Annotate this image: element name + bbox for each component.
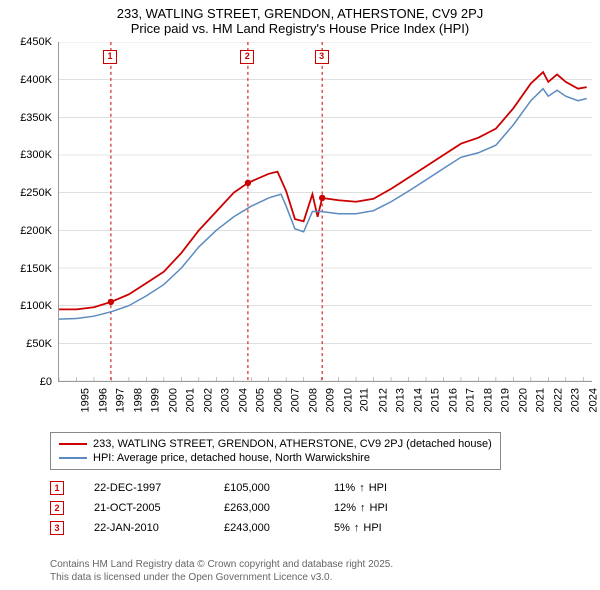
x-tick-label: 2012 — [377, 388, 389, 412]
x-tick-label: 2004 — [237, 388, 249, 412]
y-tick-label: £300K — [2, 149, 52, 161]
y-tick-label: £100K — [2, 300, 52, 312]
x-tick-label: 2005 — [255, 388, 267, 412]
y-tick-label: £250K — [2, 187, 52, 199]
chart-event-marker-1: 1 — [103, 50, 117, 64]
x-tick-label: 2006 — [272, 388, 284, 412]
x-tick-label: 2016 — [447, 388, 459, 412]
x-tick-label: 2014 — [412, 388, 424, 412]
plot-svg — [58, 42, 592, 382]
chart-event-marker-3: 3 — [315, 50, 329, 64]
event-row-1: 1 22-DEC-1997 £105,000 11% ↑ HPI — [50, 478, 414, 498]
chart-area: £0£50K£100K£150K£200K£250K£300K£350K£400… — [8, 42, 592, 422]
x-tick-label: 1995 — [79, 388, 91, 412]
arrow-up-icon: ↑ — [359, 482, 365, 494]
legend-swatch-property — [59, 443, 87, 445]
x-tick-label: 2002 — [202, 388, 214, 412]
x-tick-label: 2022 — [552, 388, 564, 412]
event-date-1: 22-DEC-1997 — [94, 482, 194, 494]
x-tick-label: 2011 — [359, 388, 371, 412]
event-price-1: £105,000 — [224, 482, 304, 494]
x-tick-label: 2003 — [220, 388, 232, 412]
y-tick-label: £450K — [2, 36, 52, 48]
event-price-3: £243,000 — [224, 522, 304, 534]
y-tick-label: £0 — [2, 376, 52, 388]
event-date-3: 22-JAN-2010 — [94, 522, 194, 534]
arrow-up-icon: ↑ — [360, 502, 366, 514]
event-hpi-3: 5% ↑ HPI — [334, 522, 414, 534]
legend-label-property: 233, WATLING STREET, GRENDON, ATHERSTONE… — [93, 438, 492, 450]
x-tick-label: 2007 — [290, 388, 302, 412]
x-tick-label: 2017 — [465, 388, 477, 412]
y-tick-label: £50K — [2, 338, 52, 350]
x-tick-label: 2019 — [500, 388, 512, 412]
y-tick-label: £400K — [2, 74, 52, 86]
x-tick-label: 2023 — [570, 388, 582, 412]
event-hpi-1: 11% ↑ HPI — [334, 482, 414, 494]
legend-row-hpi: HPI: Average price, detached house, Nort… — [59, 451, 492, 465]
footer-line1: Contains HM Land Registry data © Crown c… — [50, 558, 393, 571]
legend-row-property: 233, WATLING STREET, GRENDON, ATHERSTONE… — [59, 437, 492, 451]
event-marker-3: 3 — [50, 521, 64, 535]
x-tick-label: 1996 — [97, 388, 109, 412]
legend: 233, WATLING STREET, GRENDON, ATHERSTONE… — [50, 432, 501, 470]
x-tick-label: 2000 — [167, 388, 179, 412]
chart-titles: 233, WATLING STREET, GRENDON, ATHERSTONE… — [0, 0, 600, 36]
x-tick-label: 2020 — [517, 388, 529, 412]
y-tick-label: £350K — [2, 112, 52, 124]
event-row-3: 3 22-JAN-2010 £243,000 5% ↑ HPI — [50, 518, 414, 538]
y-tick-label: £200K — [2, 225, 52, 237]
x-tick-label: 1998 — [132, 388, 144, 412]
chart-event-marker-2: 2 — [240, 50, 254, 64]
title-main: 233, WATLING STREET, GRENDON, ATHERSTONE… — [0, 6, 600, 21]
x-tick-label: 2018 — [482, 388, 494, 412]
y-tick-label: £150K — [2, 263, 52, 275]
event-hpi-2: 12% ↑ HPI — [334, 502, 414, 514]
event-price-2: £263,000 — [224, 502, 304, 514]
event-date-2: 21-OCT-2005 — [94, 502, 194, 514]
events-table: 1 22-DEC-1997 £105,000 11% ↑ HPI 2 21-OC… — [50, 478, 414, 538]
footer-line2: This data is licensed under the Open Gov… — [50, 571, 393, 584]
x-tick-label: 2010 — [342, 388, 354, 412]
x-tick-label: 2021 — [535, 388, 547, 412]
x-tick-label: 2024 — [587, 388, 599, 412]
x-tick-label: 1999 — [150, 388, 162, 412]
event-marker-2: 2 — [50, 501, 64, 515]
arrow-up-icon: ↑ — [354, 522, 360, 534]
x-tick-label: 2015 — [430, 388, 442, 412]
x-tick-label: 2008 — [307, 388, 319, 412]
footer: Contains HM Land Registry data © Crown c… — [50, 558, 393, 584]
x-tick-label: 2001 — [185, 388, 197, 412]
x-tick-label: 2009 — [325, 388, 337, 412]
legend-swatch-hpi — [59, 457, 87, 459]
x-tick-label: 2013 — [395, 388, 407, 412]
legend-label-hpi: HPI: Average price, detached house, Nort… — [93, 452, 370, 464]
event-marker-1: 1 — [50, 481, 64, 495]
title-sub: Price paid vs. HM Land Registry's House … — [0, 21, 600, 36]
x-tick-label: 1997 — [115, 388, 127, 412]
event-row-2: 2 21-OCT-2005 £263,000 12% ↑ HPI — [50, 498, 414, 518]
